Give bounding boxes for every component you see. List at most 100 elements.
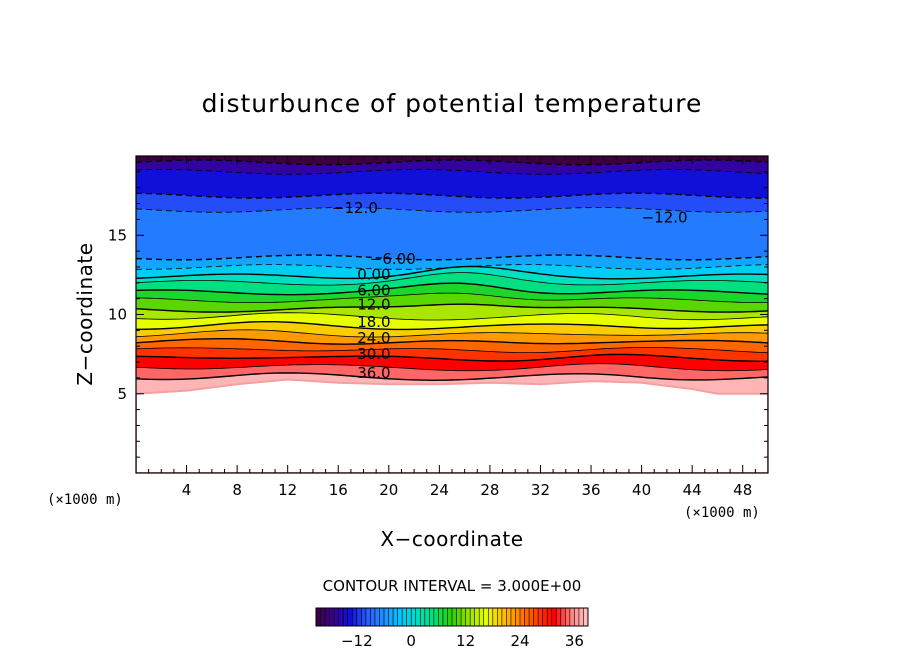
terrain-mask [136,378,768,473]
contour-line [136,329,768,338]
contour-line [136,207,768,213]
colorbar-swatch [456,608,462,626]
colorbar-swatch [397,608,403,626]
colorbar-swatch [465,608,471,626]
colorbar-swatch [415,608,421,626]
y-tick-label: 5 [117,385,127,403]
y-tick-label: 10 [108,306,127,324]
colorbar-swatch [343,608,349,626]
colorbar-swatch [560,608,566,626]
contour-label: −12.0 [642,209,688,227]
colorbar-tick-label: 36 [565,632,584,650]
x-tick-label: 32 [531,481,550,499]
contour-line [136,292,768,303]
contour-line [136,303,768,313]
colorbar-swatch [501,608,507,626]
colorbar-swatch [361,608,367,626]
colorbar-swatch [479,608,485,626]
y-axis-label: Z−coordinate [73,242,97,385]
colorbar-swatch [365,608,371,626]
x-tick-label: 16 [329,481,348,499]
y-axis-ticks: 5 10 15 [108,171,768,458]
plot-area [136,156,768,473]
colorbar-swatch [374,608,380,626]
contour-lines [136,159,768,382]
colorbar: −12 0 12 24 36 [315,607,589,650]
x-axis-label: X−coordinate [380,527,523,551]
x-tick-label: 4 [182,481,192,499]
colorbar-swatch [438,608,444,626]
colorbar-swatch [574,608,580,626]
colorbar-swatch [388,608,394,626]
contour-line [136,254,768,261]
colorbar-tick-label: 24 [510,632,529,650]
colorbar-swatch [538,608,544,626]
x-axis-ticks: 4 8 12 16 20 24 28 32 36 40 44 48 [148,156,756,499]
colorbar-swatch [379,608,385,626]
contour-interval-text: CONTOUR INTERVAL = 3.000E+00 [323,577,582,595]
terrain-ground [136,378,768,473]
contour-labels: −12.0 −12.0 −6.000.006.0012.018.024.030.03… [332,199,688,382]
y-tick-label: 15 [108,226,127,244]
colorbar-swatch [338,608,344,626]
colorbar-swatch [320,608,326,626]
colorbar-swatch [402,608,408,626]
x-tick-label: 44 [683,481,702,499]
colorbar-swatch [565,608,571,626]
colorbar-swatch [452,608,457,626]
colorbar-swatch [433,608,439,626]
colorbar-swatch [569,608,575,626]
contour-line [136,272,768,286]
contour-line [136,363,768,372]
contour-line [136,159,768,166]
colorbar-swatch [470,608,476,626]
contour-line [136,372,768,382]
colorbar-swatch [474,608,480,626]
contour-label: 12.0 [357,296,390,314]
colorbar-swatch [529,608,534,626]
x-tick-label: 36 [581,481,600,499]
colorbar-swatch [515,608,521,626]
colorbar-swatch [352,608,358,626]
colorbar-swatch [520,608,525,626]
contour-label: 30.0 [357,345,390,363]
colorbar-swatch [488,608,494,626]
colorbar-swatch [556,608,562,626]
x-tick-label: 28 [480,481,499,499]
colorbar-swatch [424,608,430,626]
x-tick-label: 12 [278,481,297,499]
contour-label: 36.0 [357,364,390,382]
contour-line [136,169,768,175]
colorbar-swatch [497,608,503,626]
contour-line [136,282,768,296]
colorbar-swatch [325,608,330,626]
colorbar-swatch [510,608,516,626]
colorbar-swatch [316,608,321,626]
x-tick-label: 24 [430,481,449,499]
colorbar-swatch [406,608,412,626]
colorbar-swatch [356,608,362,626]
colorbar-swatch [524,608,530,626]
x-tick-label: 20 [379,481,398,499]
contour-line [136,321,768,331]
contour-label: −6.00 [370,250,416,268]
colorbar-tick-label: 0 [406,632,416,650]
colorbar-frame [315,607,589,627]
colorbar-swatch [506,608,512,626]
colorbar-swatch [384,608,389,626]
colorbar-swatch [492,608,498,626]
colorbar-swatch [578,608,584,626]
colorbar-swatch [461,608,466,626]
colorbar-swatch [334,608,340,626]
contour-label: 18.0 [357,313,390,331]
contour-line [136,192,768,199]
contour-label: 0.00 [357,266,390,284]
contour-line [136,353,768,363]
colorbar-swatch [583,608,589,626]
colorbar-swatch [411,608,417,626]
contour-line [136,347,768,354]
chart-title: disturbunce of potential temperature [202,89,703,118]
contour-line [136,265,768,280]
colorbar-swatch [483,608,489,626]
